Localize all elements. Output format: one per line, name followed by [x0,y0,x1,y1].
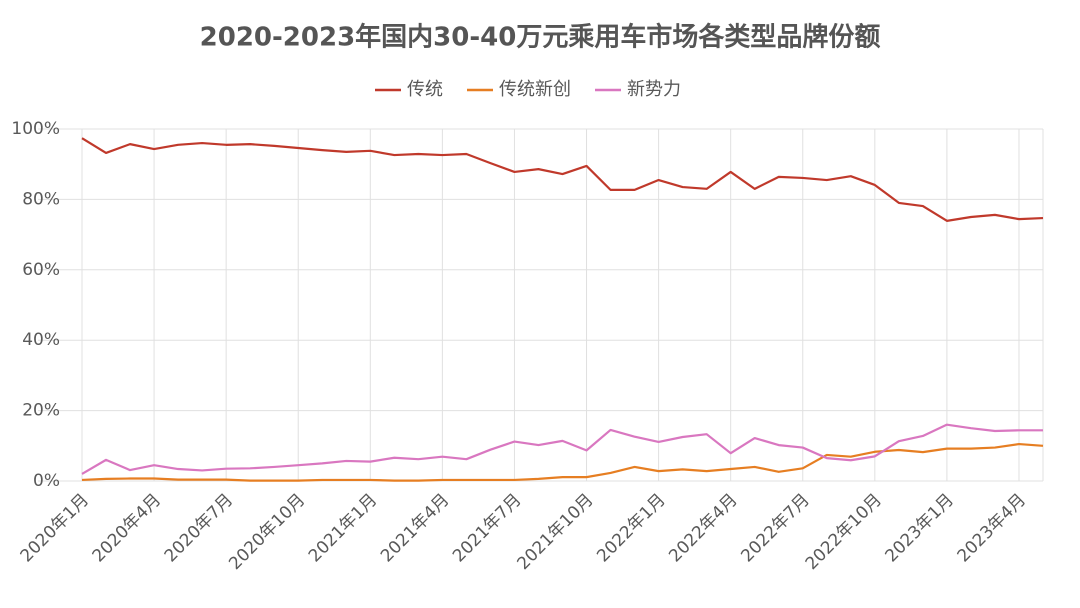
x-tick-label: 2020年10月 [225,490,309,574]
x-tick-label: 2020年7月 [161,490,237,566]
x-tick-label: 2021年7月 [449,490,525,566]
y-tick-label: 20% [22,401,60,421]
x-tick-label: 2020年4月 [89,490,165,566]
x-tick-label: 2021年4月 [377,490,453,566]
x-tick-label: 2022年1月 [593,490,669,566]
legend-label: 传统 [407,79,443,100]
legend-label: 新势力 [627,79,681,100]
x-tick-label: 2022年10月 [802,490,886,574]
x-tick-label: 2020年1月 [17,490,93,566]
chart-title: 2020-2023年国内30-40万元乘用车市场各类型品牌份额 [200,22,881,53]
y-tick-label: 60% [22,260,60,280]
x-tick-label: 2021年10月 [514,490,598,574]
x-tick-label: 2023年4月 [954,490,1030,566]
y-tick-label: 80% [22,189,60,209]
line-series [81,423,1043,475]
x-tick-label: 2021年1月 [305,490,381,566]
legend-label: 传统新创 [499,79,571,100]
x-tick-label: 2022年7月 [737,490,813,566]
line-series [81,137,1044,222]
x-tick-label: 2022年4月 [665,490,741,566]
y-tick-label: 0% [33,471,60,491]
x-tick-label: 2023年1月 [882,490,958,566]
y-tick-label: 40% [22,330,60,350]
y-tick-label: 100% [11,119,60,139]
